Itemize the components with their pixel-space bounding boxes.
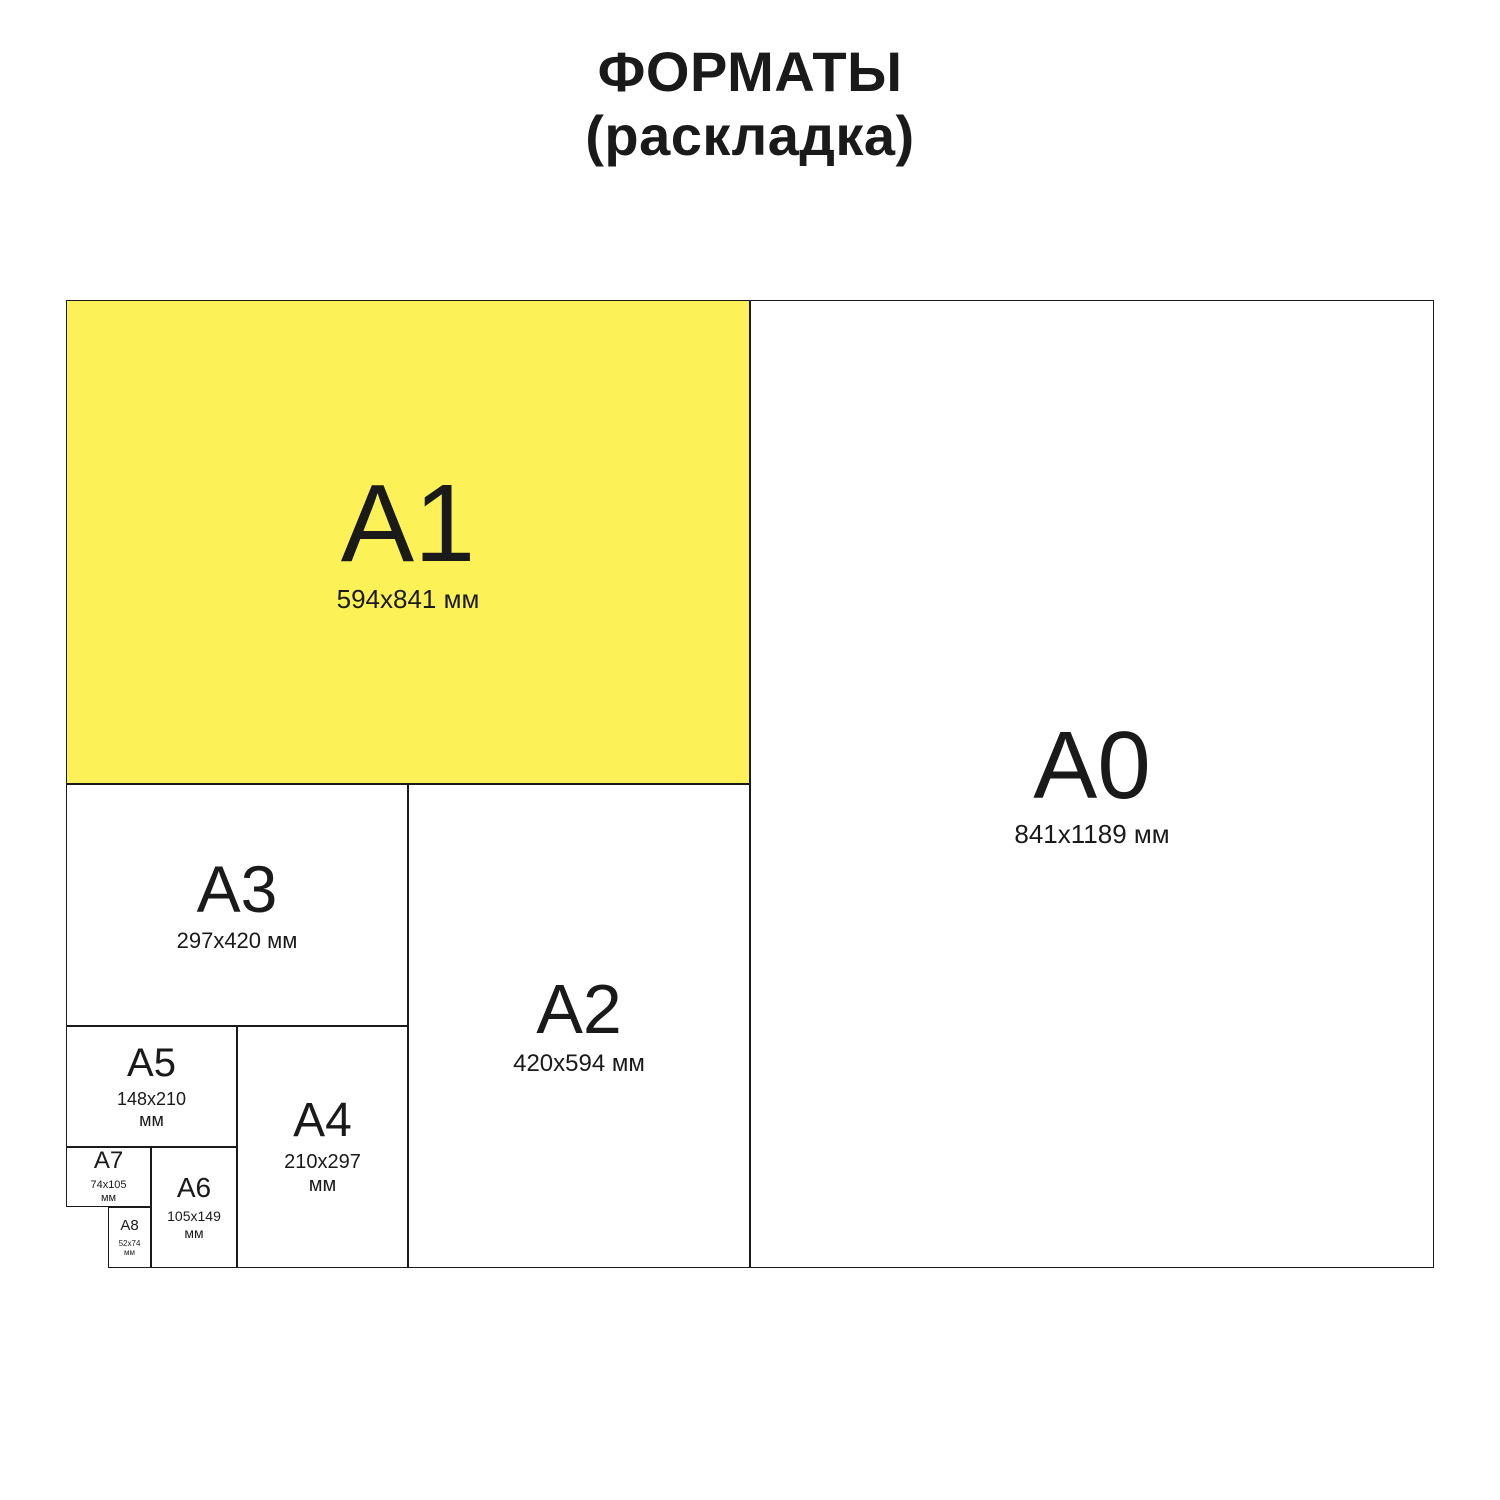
format-a5: A5 148х210 мм bbox=[66, 1026, 237, 1147]
title-line-1: ФОРМАТЫ bbox=[0, 40, 1500, 104]
format-a8: A8 52х74 мм bbox=[108, 1207, 151, 1268]
format-dimensions: 420х594 мм bbox=[513, 1050, 645, 1078]
format-a1: A1 594х841 мм bbox=[66, 300, 750, 784]
format-dimensions: 74х105 мм bbox=[90, 1179, 126, 1204]
format-dimensions: 210х297 мм bbox=[284, 1151, 361, 1197]
format-name: A1 bbox=[341, 469, 476, 579]
format-dimensions: 297х420 мм bbox=[177, 928, 298, 953]
format-a0: A0 841х1189 мм bbox=[750, 300, 1434, 1268]
format-dimensions: 594х841 мм bbox=[337, 585, 480, 615]
format-name: A4 bbox=[293, 1097, 352, 1145]
format-a2: A2 420х594 мм bbox=[408, 784, 750, 1268]
page: ФОРМАТЫ (раскладка) A0 841х1189 мм A1 594х8… bbox=[0, 0, 1500, 1500]
format-a7: A7 74х105 мм bbox=[66, 1147, 151, 1207]
format-a3: A3 297х420 мм bbox=[66, 784, 408, 1026]
format-dimensions: 52х74 мм bbox=[119, 1239, 141, 1257]
format-dimensions: 148х210 мм bbox=[117, 1089, 186, 1130]
format-dimensions: 841х1189 мм bbox=[1014, 820, 1169, 850]
format-a6: A6 105х149 мм bbox=[151, 1147, 237, 1268]
formats-diagram: A0 841х1189 мм A1 594х841 мм A2 420х594 мм A3 2… bbox=[66, 300, 1434, 1268]
format-name: A7 bbox=[94, 1149, 123, 1173]
format-name: A2 bbox=[536, 974, 622, 1044]
format-dimensions: 105х149 мм bbox=[167, 1208, 221, 1240]
format-name: A5 bbox=[127, 1043, 176, 1083]
page-title: ФОРМАТЫ (раскладка) bbox=[0, 40, 1500, 169]
title-line-2: (раскладка) bbox=[0, 104, 1500, 168]
format-name: A0 bbox=[1033, 718, 1150, 814]
format-name: A6 bbox=[177, 1174, 211, 1202]
format-name: A8 bbox=[120, 1218, 138, 1233]
format-a4: A4 210х297 мм bbox=[237, 1026, 408, 1268]
format-name: A3 bbox=[197, 856, 278, 922]
